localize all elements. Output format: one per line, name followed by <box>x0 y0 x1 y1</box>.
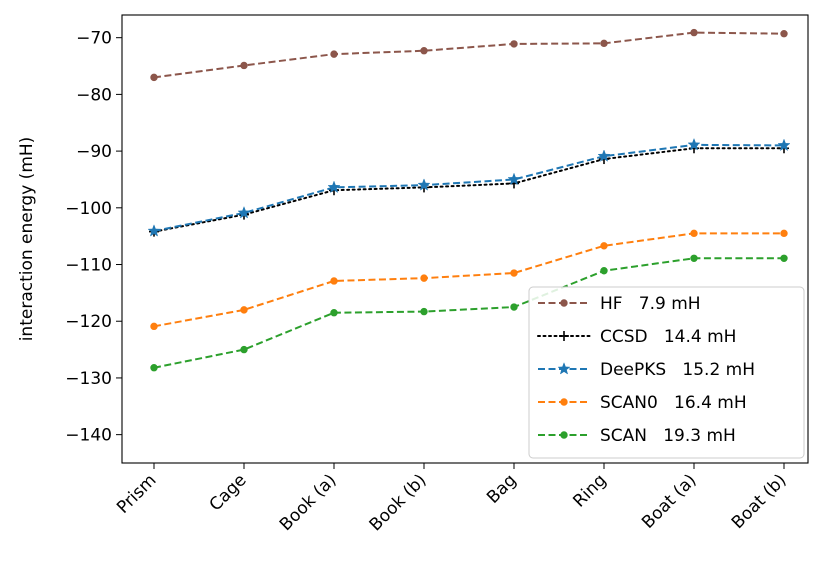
data-point <box>330 277 338 285</box>
legend-entry: DeePKS 15.2 mH <box>538 360 755 380</box>
series-line <box>153 232 784 328</box>
data-point <box>507 172 521 186</box>
legend-marker <box>560 398 568 406</box>
series-0 <box>150 28 788 82</box>
y-tick-label: −90 <box>76 142 112 162</box>
data-point <box>417 178 431 191</box>
legend-label: CCSD 14.4 mH <box>600 327 736 347</box>
series-3 <box>150 229 788 331</box>
legend-box <box>528 286 805 459</box>
data-point <box>420 307 428 316</box>
legend-label: DeePKS 15.2 mH <box>600 360 755 380</box>
plot-frame <box>121 14 809 464</box>
data-point <box>330 50 338 58</box>
series-line <box>153 257 784 369</box>
data-point <box>600 39 608 48</box>
data-point <box>780 254 788 262</box>
legend-label: SCAN 19.3 mH <box>600 426 736 446</box>
data-point <box>150 364 158 372</box>
y-tick-label: −80 <box>76 85 112 105</box>
legend-marker <box>560 431 568 439</box>
data-point <box>237 205 251 219</box>
legend-label: SCAN0 16.4 mH <box>600 393 747 413</box>
data-point <box>510 40 518 48</box>
y-tick-label: −110 <box>65 256 112 276</box>
y-tick-label: −130 <box>65 369 112 389</box>
data-point <box>240 306 248 314</box>
data-point <box>420 274 428 282</box>
series-line <box>153 31 785 79</box>
data-point <box>597 149 611 162</box>
data-point <box>147 224 161 237</box>
data-point <box>780 229 788 238</box>
data-point <box>510 269 518 277</box>
legend: HF 7.9 mH CCSD 14.4 mH DeePKS 15.2 mH SCAN0… <box>528 286 805 459</box>
data-point <box>330 309 338 317</box>
series-layer <box>147 28 791 372</box>
y-tick-label: −100 <box>65 199 112 219</box>
data-point <box>150 73 158 82</box>
data-point <box>327 180 341 193</box>
data-point <box>420 47 428 55</box>
series-line <box>153 143 785 233</box>
series-2 <box>147 137 791 237</box>
data-point <box>780 30 788 38</box>
legend-marker <box>559 331 569 341</box>
legend-entry: CCSD 14.4 mH <box>537 327 736 347</box>
data-point <box>150 322 158 331</box>
y-tick-label: −140 <box>65 426 112 446</box>
series-4 <box>150 254 788 372</box>
data-point <box>240 61 248 70</box>
data-point <box>690 229 698 238</box>
data-point <box>687 137 701 151</box>
data-point <box>690 28 698 37</box>
data-point <box>240 345 248 354</box>
data-point <box>600 242 608 250</box>
data-point <box>690 254 698 262</box>
y-axis-label: interaction energy (mH) <box>17 137 37 342</box>
legend-marker <box>557 362 571 375</box>
legend-marker <box>560 299 568 307</box>
legend-entry: HF 7.9 mH <box>538 294 701 314</box>
data-point <box>510 303 518 311</box>
legend-entry: SCAN 19.3 mH <box>538 426 736 446</box>
legend-entry: SCAN0 16.4 mH <box>538 393 747 413</box>
y-axis: −70 −80 −90 −100 −110 −120 −130 −140 <box>65 29 122 446</box>
legend-label: HF 7.9 mH <box>600 294 701 314</box>
data-point <box>600 267 608 275</box>
y-tick-label: −120 <box>65 312 112 332</box>
data-point <box>777 138 791 152</box>
series-line <box>153 147 785 233</box>
y-tick-label: −70 <box>76 29 112 49</box>
